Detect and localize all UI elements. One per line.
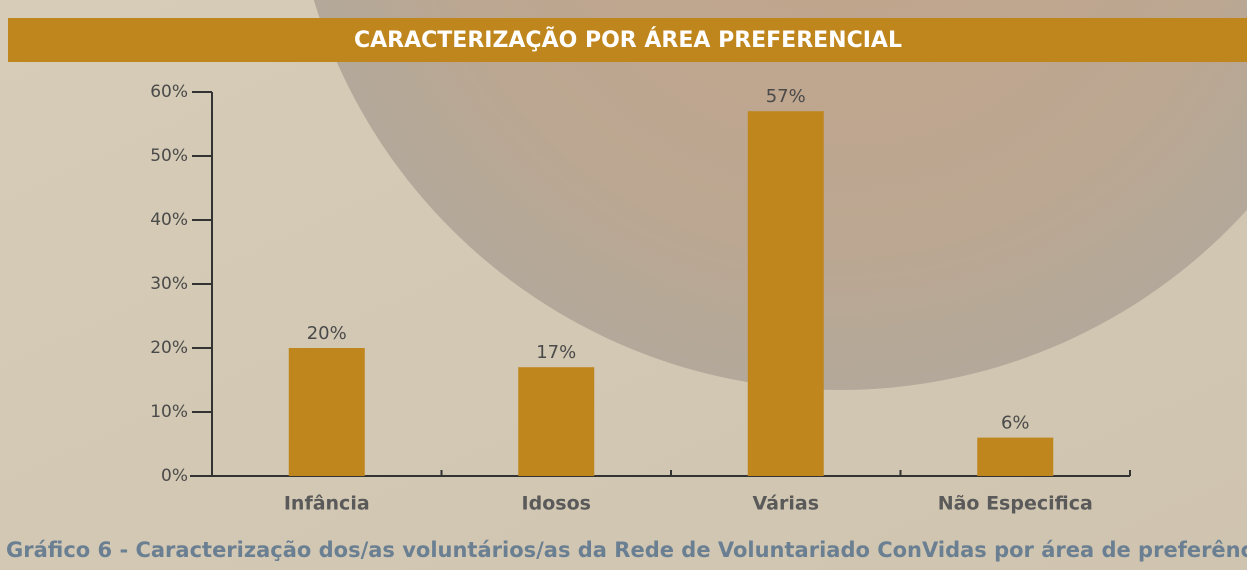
- bar: [977, 437, 1054, 476]
- x-tick-label: Não Especifica: [938, 493, 1093, 515]
- value-label: 57%: [766, 86, 806, 107]
- bar: [518, 367, 595, 476]
- value-label: 17%: [536, 342, 576, 363]
- x-tick-label: Infância: [284, 493, 370, 515]
- bar: [747, 111, 824, 476]
- value-label: 6%: [1001, 413, 1030, 434]
- y-tick-label: 10%: [150, 402, 188, 422]
- y-tick-label: 20%: [150, 338, 188, 358]
- caption: Gráfico 6 - Caracterização dos/as volunt…: [6, 538, 1247, 562]
- x-tick-label: Várias: [753, 493, 820, 515]
- y-tick-label: 60%: [150, 82, 188, 102]
- x-tick-label: Idosos: [522, 493, 591, 515]
- y-tick-label: 50%: [150, 146, 188, 166]
- chart-title: CARACTERIZAÇÃO POR ÁREA PREFERENCIAL: [354, 27, 902, 53]
- value-label: 20%: [307, 323, 347, 344]
- title-bar: [8, 18, 1247, 62]
- y-tick-label: 30%: [150, 274, 188, 294]
- bar: [288, 348, 365, 476]
- y-tick-label: 40%: [150, 210, 188, 230]
- y-tick-label: 0%: [161, 466, 188, 486]
